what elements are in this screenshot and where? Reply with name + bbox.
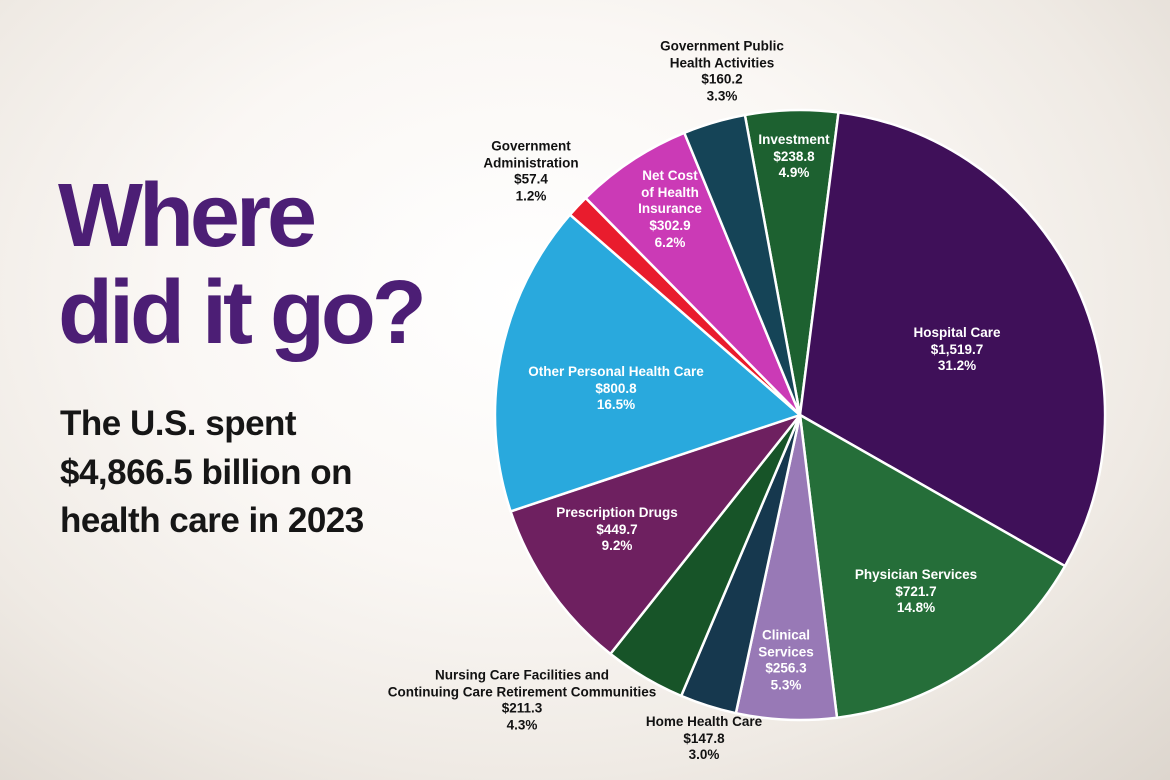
pie-slice-physician-services xyxy=(798,413,1067,719)
page-title-line-1: Where xyxy=(58,166,317,266)
pie-slice-government-public-health-activities xyxy=(683,113,802,417)
subtitle: The U.S. spent $4,866.5 billion on healt… xyxy=(60,400,498,545)
subtitle-line-2: $4,866.5 billion on xyxy=(60,452,352,492)
pie-slice-hospital-care xyxy=(798,111,1107,568)
pie-slice-net-cost-of-health-insurance xyxy=(584,131,802,417)
intro-block: Where did it go? The U.S. spent $4,866.5… xyxy=(58,166,498,545)
pie-slice-prescription-drugs xyxy=(509,413,802,656)
pie-slice-other-personal-health-care xyxy=(493,213,802,513)
page-title-line-2: did it go? xyxy=(58,263,427,364)
subtitle-line-3: health care in 2023 xyxy=(60,500,364,540)
page-title: Where did it go? xyxy=(58,166,498,364)
subtitle-line-1: The U.S. spent xyxy=(60,404,297,444)
